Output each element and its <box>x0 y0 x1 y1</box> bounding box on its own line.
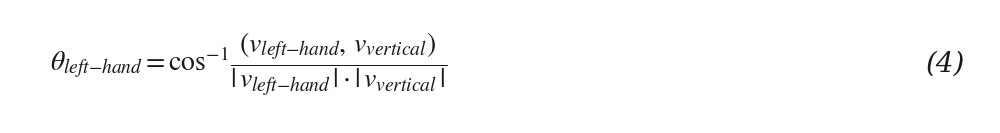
Text: (4): (4) <box>926 50 965 77</box>
Text: $\mathit{\theta}_{\mathit{left{-}hand}} = \mathrm{cos}^{-1} \dfrac{(\mathit{v}_{: $\mathit{\theta}_{\mathit{left{-}hand}} … <box>50 30 447 97</box>
